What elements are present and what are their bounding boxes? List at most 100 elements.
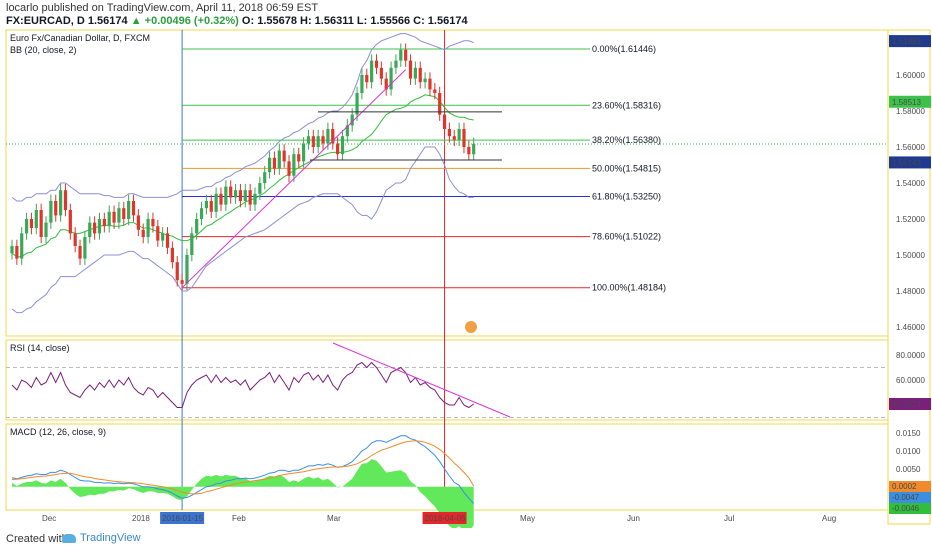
candle <box>258 183 262 194</box>
candle <box>433 89 437 93</box>
tradingview-icon <box>62 533 76 543</box>
candle <box>326 129 330 144</box>
candle <box>54 201 58 216</box>
rsi-line <box>11 361 474 409</box>
candle <box>24 219 29 234</box>
candle <box>165 233 170 248</box>
price-axis-frame <box>887 29 931 525</box>
x-tick: Feb <box>232 514 246 523</box>
candle <box>404 49 408 61</box>
indicator-bb: BB (20, close, 2) <box>10 45 77 55</box>
candle <box>229 186 233 198</box>
chart-title: Euro Fx/Canadian Dollar, D, FXCM <box>10 33 150 43</box>
x-tick: 2018 <box>132 514 150 523</box>
x-tick: Mar <box>327 514 341 523</box>
candle <box>467 147 471 155</box>
x-tick: Dec <box>42 514 56 523</box>
price-label: 1.58513 <box>892 98 921 107</box>
candle <box>253 193 257 205</box>
candle <box>360 75 364 93</box>
candle <box>78 246 82 259</box>
created-with-label: Created with <box>6 533 68 545</box>
price-label-box <box>889 95 931 108</box>
candle <box>141 229 145 237</box>
macd-value: -0.0046 <box>892 504 920 513</box>
candle <box>267 157 272 173</box>
candle <box>195 219 199 234</box>
macd-line <box>11 435 475 504</box>
candle <box>399 49 403 61</box>
candle <box>214 193 218 212</box>
pane-frame-1 <box>5 339 889 421</box>
candle <box>243 190 247 201</box>
candle <box>428 78 432 90</box>
candle <box>248 190 252 205</box>
symbol-price: FX:EURCAD, D 1.56174 <box>6 15 128 27</box>
price-label-box <box>889 35 931 48</box>
fib-label: 78.60%(1.51022) <box>592 232 661 242</box>
candle <box>287 161 291 176</box>
candle <box>180 280 184 284</box>
candle <box>146 219 150 237</box>
candle <box>370 60 374 83</box>
macd-y-tick: 0.0150 <box>896 429 921 438</box>
candle <box>408 60 413 79</box>
candle <box>151 219 155 227</box>
candle <box>34 210 38 228</box>
fib-label: 23.60%(1.58316) <box>592 100 661 110</box>
candle <box>97 219 102 234</box>
bb-mid-line <box>11 94 474 258</box>
candle <box>83 237 87 259</box>
candle <box>438 93 442 115</box>
candle <box>63 190 68 210</box>
symbol-ohlc-line: FX:EURCAD, D 1.56174 ▲ +0.00496 (+0.32%)… <box>6 15 468 27</box>
tradingview-brand: TradingView <box>80 532 141 544</box>
candle <box>472 143 476 155</box>
candle <box>297 154 301 162</box>
footer: Created with TradingView <box>0 528 932 550</box>
main-y-tick: 1.48000 <box>896 287 925 296</box>
candle <box>209 201 213 212</box>
candle <box>340 136 345 155</box>
candle <box>224 186 228 205</box>
macd-title: MACD (12, 26, close, 9) <box>10 427 106 437</box>
rsi-value-box <box>889 398 931 410</box>
price-label: 1.61883 <box>892 37 921 46</box>
candle <box>311 136 315 147</box>
main-y-tick: 1.54000 <box>896 179 925 188</box>
candle <box>292 154 296 176</box>
candle <box>156 226 160 241</box>
candle <box>321 136 325 144</box>
candle <box>136 215 140 230</box>
chart-canvas[interactable]: 1.620001.600001.580001.560001.540001.520… <box>0 28 932 528</box>
fib-label: 100.00%(1.48184) <box>592 283 666 293</box>
candle <box>127 201 131 219</box>
macd-value-box <box>889 491 931 503</box>
candle <box>394 60 398 68</box>
macd-signal-line <box>11 440 475 495</box>
main-y-tick: 1.56000 <box>896 143 925 152</box>
macd-value: -0.0047 <box>892 493 920 502</box>
candle <box>316 136 320 147</box>
main-y-tick: 1.52000 <box>896 215 925 224</box>
x-marker-box <box>422 512 467 524</box>
chart-area[interactable]: 1.620001.600001.580001.560001.540001.520… <box>0 28 932 528</box>
tradingview-logo[interactable]: TradingView <box>62 532 141 544</box>
candle <box>384 78 388 90</box>
candle <box>49 201 53 223</box>
candle <box>272 157 277 169</box>
candle <box>355 93 359 115</box>
candle <box>282 150 286 162</box>
idea-badge-icon <box>465 321 477 333</box>
x-marker-box <box>160 512 205 524</box>
candle <box>306 136 311 144</box>
candle <box>131 201 136 216</box>
rsi-title: RSI (14, close) <box>10 343 70 353</box>
x-tick: Jul <box>724 514 734 523</box>
candle <box>161 233 165 241</box>
macd-histogram <box>12 459 474 528</box>
candle <box>418 67 422 83</box>
rsi-trendline <box>332 342 511 418</box>
candle <box>59 190 63 216</box>
rsi-value: 40.7974 <box>892 400 921 409</box>
